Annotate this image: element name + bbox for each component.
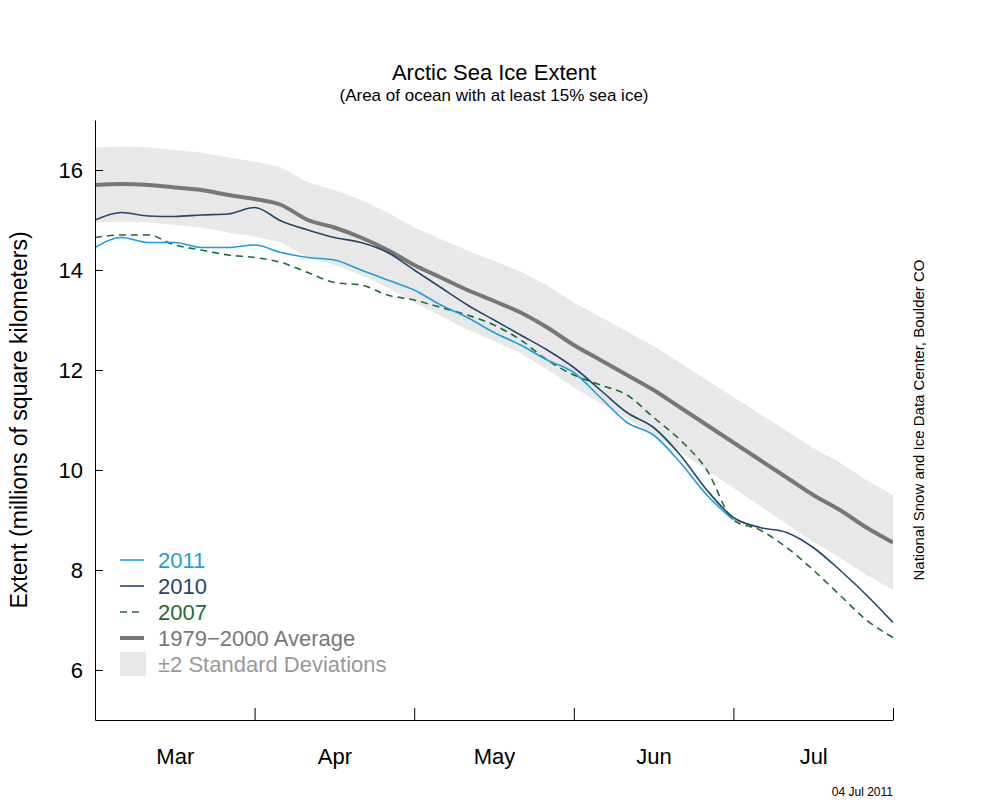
legend-label: 2007 — [158, 600, 207, 625]
x-boundary-ticks — [96, 708, 894, 720]
legend-item: 2011 — [120, 548, 205, 573]
x-axis-line — [96, 720, 894, 721]
y-tick: 14 — [59, 258, 103, 283]
series-line — [95, 208, 893, 623]
x-boundary-tick-mark — [255, 708, 256, 720]
x-tick: Jun — [636, 720, 671, 769]
legend-label: 2011 — [158, 548, 205, 573]
y-tick: 12 — [59, 358, 103, 383]
legend-item: 2010 — [120, 574, 207, 599]
x-tick: Jul — [800, 720, 828, 769]
y-tick-mark — [95, 570, 103, 571]
legend-label: 2010 — [158, 574, 207, 599]
x-boundary-tick — [574, 708, 575, 720]
series-line — [95, 238, 733, 521]
x-boundary-tick-mark — [733, 708, 734, 720]
y-tick-label: 8 — [71, 558, 83, 583]
subtitle: (Area of ocean with at least 15% sea ice… — [340, 86, 649, 105]
series-line — [95, 235, 893, 638]
x-tick-label: Jul — [800, 744, 828, 769]
y-tick-mark — [95, 670, 103, 671]
legend-swatch — [120, 652, 146, 676]
y-tick-mark — [95, 270, 103, 271]
legend: 2011201020071979−2000 Average±2 Standard… — [120, 548, 387, 677]
band-area — [95, 147, 893, 591]
legend-item: ±2 Standard Deviations — [120, 652, 387, 677]
chart: 6 8 10 12 14 16 Mar Apr May Jun Jul Arctic Sea Ice … — [0, 0, 1000, 800]
x-boundary-tick-mark — [574, 708, 575, 720]
legend-swatch — [120, 611, 144, 613]
x-boundary-tick — [95, 708, 96, 720]
y-tick-mark — [95, 370, 103, 371]
legend-item: 2007 — [120, 600, 207, 625]
plot-marks — [95, 147, 893, 638]
legend-label: ±2 Standard Deviations — [158, 652, 387, 677]
legend-label: 1979−2000 Average — [158, 626, 355, 651]
y-tick-label: 16 — [59, 158, 83, 183]
y-tick-mark — [95, 170, 103, 171]
legend-swatch — [120, 559, 144, 561]
y-tick-mark — [95, 470, 103, 471]
y-tick: 8 — [71, 558, 103, 583]
x-boundary-tick — [414, 708, 415, 720]
x-tick-label: Jun — [636, 744, 671, 769]
source-note: National Snow and Ice Data Center, Bould… — [910, 259, 927, 580]
x-tick: May — [474, 720, 516, 769]
y-axis: 6 8 10 12 14 16 — [59, 121, 103, 721]
y-tick: 16 — [59, 158, 103, 183]
y-tick-label: 6 — [71, 658, 83, 683]
x-tick: Mar — [156, 720, 194, 769]
x-boundary-tick — [893, 708, 894, 720]
x-tick-label: May — [474, 744, 516, 769]
y-tick: 10 — [59, 458, 103, 483]
x-tick: Apr — [318, 720, 352, 769]
y-axis-title: Extent (millions of square kilometers) — [6, 231, 32, 608]
x-boundary-tick — [255, 708, 256, 720]
y-tick-label: 12 — [59, 358, 83, 383]
y-tick-label: 14 — [59, 258, 83, 283]
x-boundary-tick-mark — [414, 708, 415, 720]
series-line — [95, 184, 893, 543]
title: Arctic Sea Ice Extent — [392, 60, 596, 85]
x-tick-label: Mar — [156, 744, 194, 769]
legend-swatch — [120, 636, 144, 640]
legend-item: 1979−2000 Average — [120, 626, 355, 651]
x-boundary-tick — [733, 708, 734, 720]
x-boundary-tick-mark — [95, 708, 96, 720]
date-note: 04 Jul 2011 — [832, 785, 893, 799]
x-tick-label: Apr — [318, 744, 352, 769]
y-tick-label: 10 — [59, 458, 83, 483]
x-boundary-tick-mark — [893, 708, 894, 720]
y-tick: 6 — [71, 658, 103, 683]
legend-swatch — [120, 585, 144, 587]
y-axis-line — [95, 121, 96, 721]
x-axis: Mar Apr May Jun Jul — [96, 720, 894, 769]
